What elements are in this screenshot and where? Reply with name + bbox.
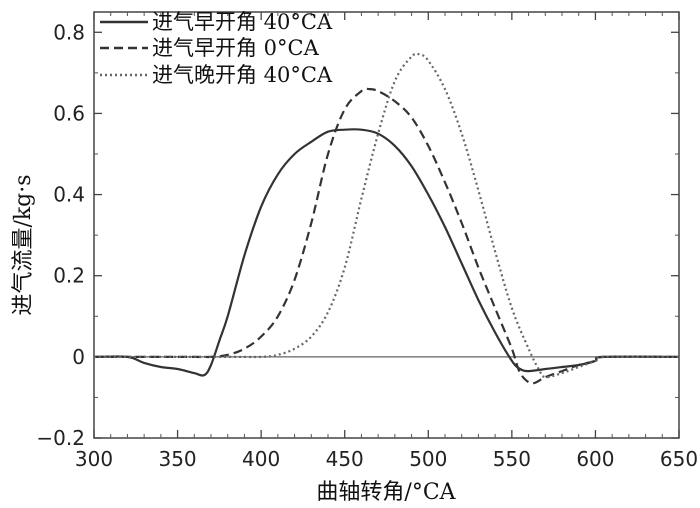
series-line-early-open-40 — [93, 128, 680, 377]
y-tick-label: −0.2 — [36, 426, 85, 450]
x-tick-label: 600 — [576, 447, 614, 471]
y-tick-label: 0.8 — [53, 20, 85, 44]
x-tick-label: 500 — [409, 447, 447, 471]
minor-ticks — [94, 12, 679, 438]
y-tick-labels: −0.2 0 0.2 0.4 0.6 0.8 — [36, 20, 85, 450]
y-axis-label: 进气流量/kg·s — [11, 174, 36, 315]
x-tick-label: 550 — [493, 447, 531, 471]
y-tick-label: 0.6 — [53, 101, 85, 125]
series-line-early-open-0 — [93, 87, 680, 385]
x-tick-label: 300 — [75, 447, 113, 471]
legend-label-early-40: 进气早开角 40°CA — [152, 10, 333, 34]
y-tick-label: 0 — [72, 345, 85, 369]
legend: 进气早开角 40°CA 进气早开角 0°CA 进气晚开角 40°CA — [100, 10, 333, 87]
series-line-late-open-40 — [93, 52, 680, 379]
x-axis-label: 曲轴转角/°CA — [316, 480, 456, 505]
y-tick-label: 0.4 — [53, 183, 85, 207]
x-tick-labels: 300 350 400 450 500 550 600 650 — [75, 447, 698, 471]
x-tick-label: 650 — [660, 447, 698, 471]
legend-label-early-0: 进气早开角 0°CA — [152, 36, 320, 60]
x-tick-label: 450 — [326, 447, 364, 471]
legend-label-late-40: 进气晚开角 40°CA — [152, 63, 333, 87]
y-tick-label: 0.2 — [53, 264, 85, 288]
x-tick-label: 400 — [242, 447, 280, 471]
x-tick-label: 350 — [158, 447, 196, 471]
major-ticks — [93, 12, 680, 439]
series-layer — [93, 52, 680, 385]
